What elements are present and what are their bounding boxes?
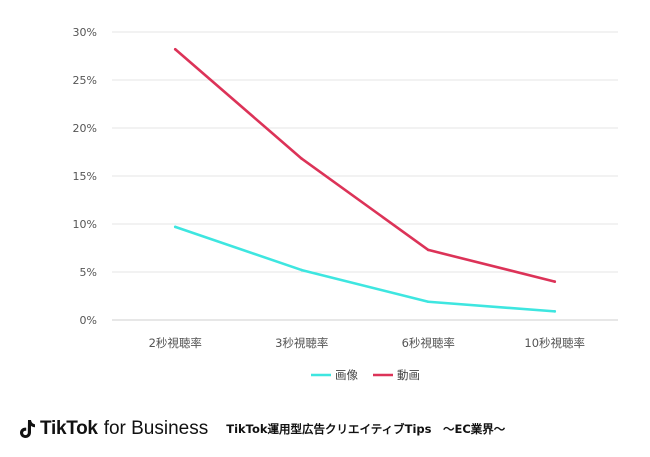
series-line (173, 225, 557, 313)
y-tick-label: 10% (73, 218, 97, 231)
x-tick-label: 6秒視聴率 (402, 336, 455, 350)
data-point (300, 268, 304, 272)
data-point (173, 225, 177, 229)
logo-sub-text: for Business (103, 418, 209, 439)
x-tick-label: 3秒視聴率 (275, 336, 328, 350)
x-tick-label: 10秒視聴率 (524, 336, 585, 350)
series-line (173, 47, 557, 283)
y-tick-label: 25% (73, 74, 97, 87)
legend-label: 画像 (335, 368, 358, 382)
tiktok-for-business-logo: TikTok for Business (18, 418, 208, 440)
data-point (553, 280, 557, 283)
data-point (173, 47, 177, 51)
footer-caption: TikTok運用型広告クリエイティブTips ～EC業界～ (226, 422, 506, 436)
x-tick-label: 2秒視聴率 (149, 336, 202, 350)
y-tick-label: 20% (73, 122, 97, 135)
tiktok-note-icon (20, 420, 35, 438)
footer: TikTok for Business TikTok運用型広告クリエイティブTi… (18, 417, 505, 441)
data-point (300, 157, 304, 161)
y-tick-label: 30% (73, 26, 97, 39)
data-point (553, 310, 557, 313)
data-point (426, 300, 430, 304)
line-chart: 30% 25% 20% 15% 10% 5% 0% 2秒視聴率 3秒視聴率 6秒視聴率 10秒視聴率… (73, 26, 618, 382)
logo-main-text: TikTok (40, 418, 98, 439)
y-tick-label: 15% (73, 170, 97, 183)
legend-label: 動画 (397, 368, 420, 382)
y-tick-label: 0% (80, 314, 97, 327)
data-point (426, 248, 430, 252)
y-tick-label: 5% (80, 266, 97, 279)
